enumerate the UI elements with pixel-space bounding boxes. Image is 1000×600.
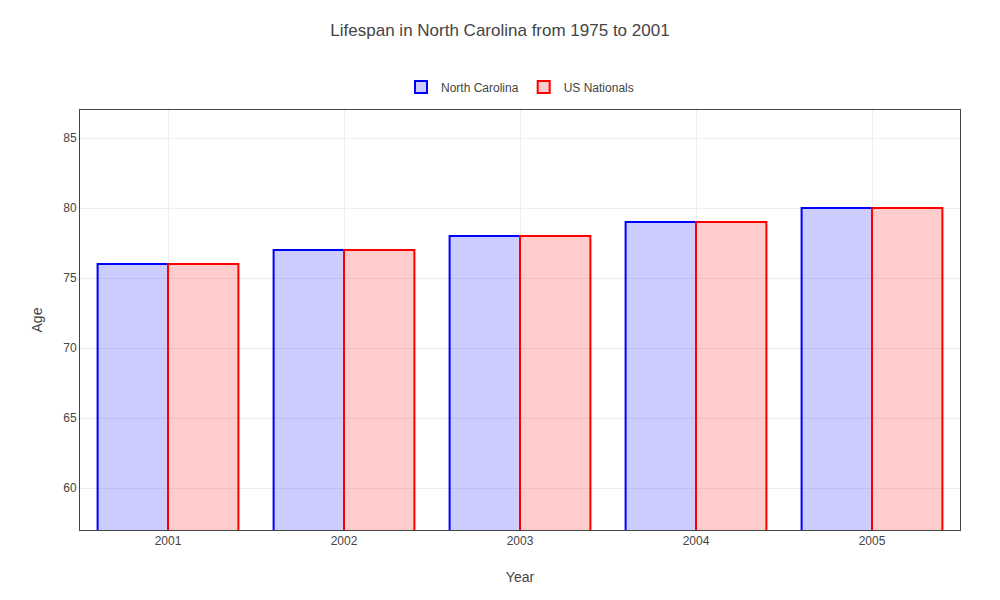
svg-text:2001: 2001 xyxy=(155,534,182,548)
svg-text:80: 80 xyxy=(63,201,77,215)
svg-text:65: 65 xyxy=(63,411,77,425)
svg-text:75: 75 xyxy=(63,271,77,285)
svg-text:2004: 2004 xyxy=(683,534,710,548)
svg-text:Lifespan in North Carolina fro: Lifespan in North Carolina from 1975 to … xyxy=(330,21,669,40)
svg-text:2003: 2003 xyxy=(507,534,534,548)
svg-text:2005: 2005 xyxy=(859,534,886,548)
svg-text:Age: Age xyxy=(29,307,45,332)
svg-text:70: 70 xyxy=(63,341,77,355)
svg-text:US Nationals: US Nationals xyxy=(564,81,634,95)
svg-text:Year: Year xyxy=(506,569,535,585)
svg-text:2002: 2002 xyxy=(331,534,358,548)
svg-text:85: 85 xyxy=(63,131,77,145)
svg-text:60: 60 xyxy=(63,481,77,495)
svg-text:North Carolina: North Carolina xyxy=(441,81,519,95)
